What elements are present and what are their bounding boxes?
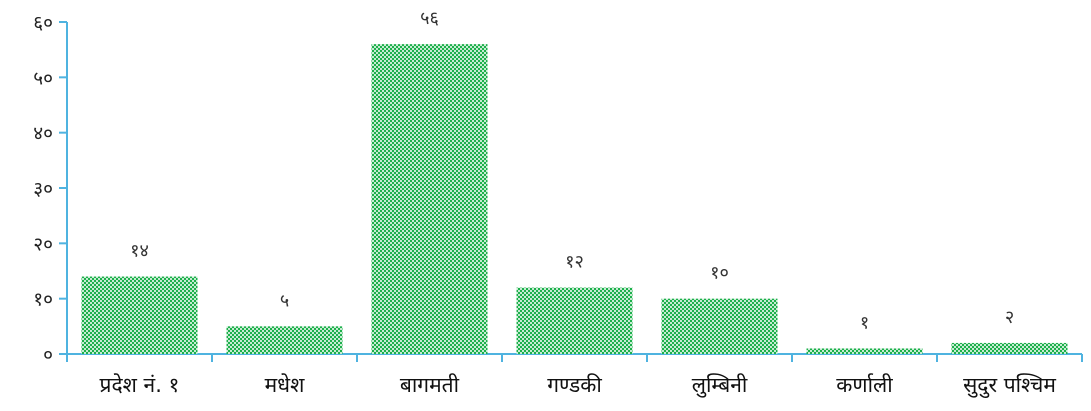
data-label: ५ (280, 290, 289, 311)
category-label: मधेश (265, 373, 305, 397)
bar (661, 298, 778, 354)
bar (516, 287, 633, 354)
data-label: १० (710, 263, 729, 284)
category-label: प्रदेश नं. १ (100, 373, 180, 397)
data-label: १२ (565, 252, 584, 273)
data-label: १४ (130, 241, 149, 262)
data-label: १ (860, 312, 869, 333)
data-label: ५६ (420, 8, 439, 29)
bar (951, 342, 1068, 354)
bar (226, 326, 343, 354)
bar (371, 44, 488, 355)
y-tick-label: २० (33, 233, 53, 255)
labels: ० १० २० ३० ४० ५० ६० १४ प्रदेश नं. १ ५ मधेश ५६ बागमती… (33, 8, 1056, 399)
category-label: कर्णाली (836, 373, 893, 397)
y-tick-label: ० (43, 344, 53, 366)
data-label: २ (1005, 307, 1014, 328)
y-tick-label: ५० (33, 67, 53, 89)
bars (81, 44, 1068, 355)
y-tick-label: ४० (33, 123, 53, 145)
y-tick-label: १० (33, 289, 53, 311)
y-tick-label: ६० (33, 12, 53, 34)
bar (81, 276, 198, 354)
category-label: सुदुर पश्चिम (963, 373, 1056, 399)
category-label: गण्डकी (547, 373, 602, 397)
bar (806, 348, 923, 354)
category-label: बागमती (400, 373, 460, 397)
category-label: लुम्बिनी (692, 373, 748, 398)
y-tick-label: ३० (33, 178, 53, 200)
